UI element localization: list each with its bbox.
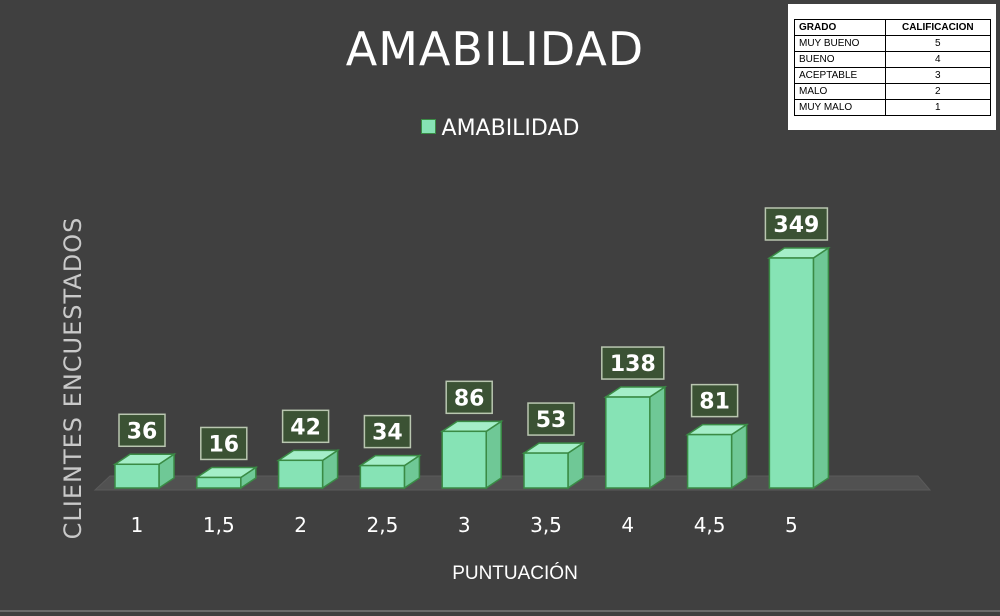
data-label: 349 xyxy=(773,213,819,238)
data-label: 86 xyxy=(454,386,485,411)
bar-2 xyxy=(276,448,341,490)
x-tick-label: 4,5 xyxy=(694,513,726,537)
bar-6 xyxy=(603,385,668,490)
table-header-grado: GRADO xyxy=(794,19,886,36)
data-label: 53 xyxy=(536,408,567,433)
data-label: 81 xyxy=(699,390,730,415)
data-label: 34 xyxy=(372,421,403,446)
bar-4 xyxy=(439,419,504,490)
legend-label: AMABILIDAD xyxy=(441,116,580,141)
legend: AMABILIDAD xyxy=(0,116,1000,141)
data-label-box xyxy=(445,380,493,415)
table-cell-grado: MUY BUENO xyxy=(794,35,886,52)
rating-table: GRADO CALIFICACION MUY BUENO 5 BUENO 4 A… xyxy=(788,4,996,130)
chart-title: AMABILIDAD xyxy=(345,22,645,76)
legend-swatch xyxy=(420,119,436,134)
table-row: MUY BUENO 5 xyxy=(794,35,992,52)
table-row: MUY MALO 1 xyxy=(794,99,992,116)
bar-7 xyxy=(685,423,750,490)
table-cell-grado: ACEPTABLE xyxy=(794,67,886,84)
bar-front xyxy=(277,459,324,489)
data-label: 16 xyxy=(208,432,239,457)
data-label-box xyxy=(200,426,248,461)
bar-side xyxy=(812,246,830,490)
data-label: 36 xyxy=(127,419,158,444)
bar-side xyxy=(485,419,502,490)
table-cell-calificacion: 4 xyxy=(884,51,992,68)
table-cell-calificacion: 1 xyxy=(884,99,992,116)
table-row: MALO 2 xyxy=(794,83,992,100)
table-cell-calificacion: 5 xyxy=(884,35,992,52)
rating-table-header: GRADO CALIFICACION xyxy=(794,19,992,36)
data-label-box xyxy=(118,413,166,448)
table-row: ACEPTABLE 3 xyxy=(794,67,992,84)
x-axis-label: PUNTUACIÓN xyxy=(452,563,578,584)
x-tick-label: 1 xyxy=(131,513,144,537)
x-tick-label: 1,5 xyxy=(203,513,235,537)
bottom-border xyxy=(0,610,1000,612)
data-label-box xyxy=(690,383,739,418)
data-label-box xyxy=(363,414,412,449)
x-tick-label: 2,5 xyxy=(366,513,398,537)
table-header-calificacion: CALIFICACION xyxy=(884,19,992,36)
bar-front xyxy=(441,430,487,489)
x-tick-label: 3 xyxy=(458,513,471,537)
bar-1 xyxy=(194,466,259,490)
bar-front xyxy=(359,464,406,489)
table-cell-grado: MALO xyxy=(794,83,886,100)
bar-front xyxy=(114,463,160,489)
bar-8 xyxy=(766,246,831,490)
bar-front xyxy=(686,433,733,489)
x-tick-label: 3,5 xyxy=(530,513,562,537)
table-cell-calificacion: 2 xyxy=(884,83,992,100)
bar-front xyxy=(523,452,569,489)
bar-side xyxy=(649,385,666,490)
table-cell-grado: MUY MALO xyxy=(794,99,886,116)
bar-front xyxy=(196,476,242,489)
data-label-box xyxy=(601,346,665,380)
data-label-box xyxy=(527,402,575,436)
bar-side xyxy=(730,423,748,490)
data-label-box xyxy=(281,409,330,444)
bar-front xyxy=(768,257,815,489)
x-tick-label: 2 xyxy=(294,513,307,537)
bar-0 xyxy=(112,452,177,490)
data-label: 138 xyxy=(610,352,656,377)
table-row: BUENO 4 xyxy=(794,51,992,68)
bar-5 xyxy=(521,441,586,490)
bar-3 xyxy=(357,454,422,490)
data-label: 42 xyxy=(290,415,321,440)
bar-front xyxy=(605,396,651,489)
data-label-box xyxy=(764,207,829,241)
table-cell-grado: BUENO xyxy=(794,51,886,68)
table-cell-calificacion: 3 xyxy=(884,67,992,84)
x-tick-label: 5 xyxy=(785,513,798,537)
x-tick-label: 4 xyxy=(621,513,634,537)
